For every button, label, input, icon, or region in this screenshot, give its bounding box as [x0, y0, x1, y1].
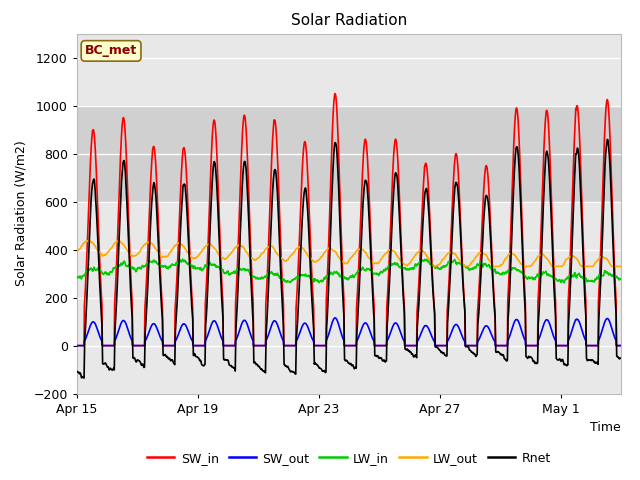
LW_in — [617, 276, 625, 282]
SW_out — [316, 343, 323, 348]
SW_in — [423, 167, 431, 172]
Rnet — [73, 368, 81, 374]
LW_in — [423, 257, 431, 263]
Rnet — [542, 150, 550, 156]
Line: SW_in: SW_in — [77, 94, 621, 346]
LW_out — [307, 255, 314, 261]
SW_in — [363, 147, 371, 153]
LW_out — [85, 238, 93, 243]
LW_out — [363, 251, 371, 257]
LW_out — [543, 255, 550, 261]
SW_in — [194, 343, 202, 348]
LW_in — [560, 280, 568, 286]
Bar — [77, 106, 621, 202]
SW_out — [423, 324, 431, 329]
SW_out — [617, 343, 625, 348]
LW_out — [106, 247, 113, 253]
Line: SW_out: SW_out — [77, 318, 621, 346]
Rnet — [307, 270, 314, 276]
LW_in — [307, 276, 314, 282]
SW_in — [332, 91, 339, 96]
SW_out — [194, 343, 202, 348]
SW_in — [617, 343, 625, 348]
LW_in — [542, 270, 550, 276]
Rnet — [604, 136, 611, 142]
Rnet — [316, 365, 323, 371]
LW_out — [617, 264, 625, 269]
LW_out — [423, 252, 431, 258]
Rnet — [617, 355, 625, 361]
LW_in — [179, 256, 186, 262]
LW_in — [316, 279, 323, 285]
X-axis label: Time: Time — [590, 421, 621, 434]
Text: BC_met: BC_met — [85, 44, 137, 58]
SW_out — [307, 332, 314, 337]
LW_out — [431, 264, 438, 269]
SW_out — [363, 321, 371, 327]
Y-axis label: Solar Radiation (W/m2): Solar Radiation (W/m2) — [15, 141, 28, 287]
LW_out — [73, 249, 81, 254]
Line: LW_in: LW_in — [77, 259, 621, 283]
SW_out — [543, 317, 550, 323]
SW_out — [332, 315, 339, 321]
Title: Solar Radiation: Solar Radiation — [291, 13, 407, 28]
Rnet — [363, 180, 371, 185]
Line: LW_out: LW_out — [77, 240, 621, 266]
Line: Rnet: Rnet — [77, 139, 621, 378]
LW_out — [316, 256, 323, 262]
LW_in — [363, 266, 371, 272]
Rnet — [80, 375, 88, 381]
SW_in — [543, 108, 550, 113]
SW_in — [316, 343, 323, 348]
SW_in — [307, 241, 314, 247]
SW_out — [73, 343, 81, 348]
Legend: SW_in, SW_out, LW_in, LW_out, Rnet: SW_in, SW_out, LW_in, LW_out, Rnet — [142, 447, 556, 469]
LW_in — [73, 274, 81, 280]
Rnet — [423, 187, 431, 192]
SW_out — [105, 343, 113, 348]
Rnet — [106, 367, 113, 373]
SW_in — [73, 343, 81, 348]
LW_in — [105, 272, 113, 278]
SW_in — [105, 343, 113, 348]
